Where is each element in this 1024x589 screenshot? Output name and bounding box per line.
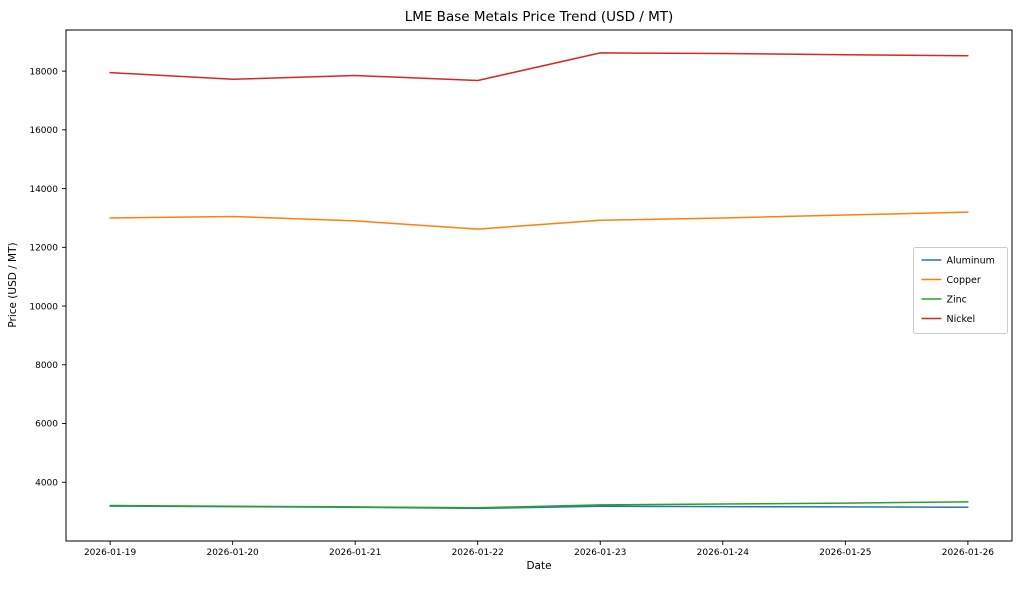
y-tick-label: 18000 bbox=[29, 67, 58, 77]
axes-ticks: 4000 6000 8000 10000 12000 14000 16000 18000 202… bbox=[29, 67, 994, 558]
x-tick-label: 2026-01-20 bbox=[206, 548, 259, 558]
y-tick-label: 12000 bbox=[29, 244, 58, 254]
y-axis-label: Price (USD / MT) bbox=[7, 242, 19, 327]
y-tick-label: 16000 bbox=[29, 126, 58, 136]
x-tick-label: 2026-01-26 bbox=[942, 548, 995, 558]
line-nickel bbox=[109, 52, 969, 82]
legend-label-copper: Copper bbox=[947, 275, 981, 286]
x-tick-label: 2026-01-19 bbox=[84, 548, 137, 558]
x-tick-label: 2026-01-22 bbox=[452, 548, 504, 558]
legend: Aluminum Copper Zinc Nickel bbox=[913, 247, 1008, 334]
y-tick-label: 10000 bbox=[29, 302, 58, 312]
x-tick-label: 2026-01-21 bbox=[329, 548, 381, 558]
line-copper bbox=[109, 211, 969, 230]
series-lines bbox=[109, 52, 969, 510]
legend-label-aluminum: Aluminum bbox=[947, 255, 995, 266]
legend-label-nickel: Nickel bbox=[947, 314, 976, 325]
x-tick-label: 2026-01-23 bbox=[574, 548, 626, 558]
y-tick-label: 4000 bbox=[35, 478, 58, 488]
chart-title: LME Base Metals Price Trend (USD / MT) bbox=[405, 9, 674, 25]
x-tick-label: 2026-01-25 bbox=[819, 548, 871, 558]
x-axis-label: Date bbox=[526, 560, 551, 572]
y-tick-label: 6000 bbox=[35, 420, 58, 430]
line-zinc bbox=[109, 501, 969, 509]
legend-box bbox=[913, 247, 1008, 334]
x-tick-label: 2026-01-24 bbox=[697, 548, 750, 558]
y-tick-label: 8000 bbox=[35, 361, 58, 371]
y-tick-label: 14000 bbox=[29, 185, 58, 195]
legend-label-zinc: Zinc bbox=[947, 294, 967, 305]
plot-area bbox=[65, 29, 1013, 542]
